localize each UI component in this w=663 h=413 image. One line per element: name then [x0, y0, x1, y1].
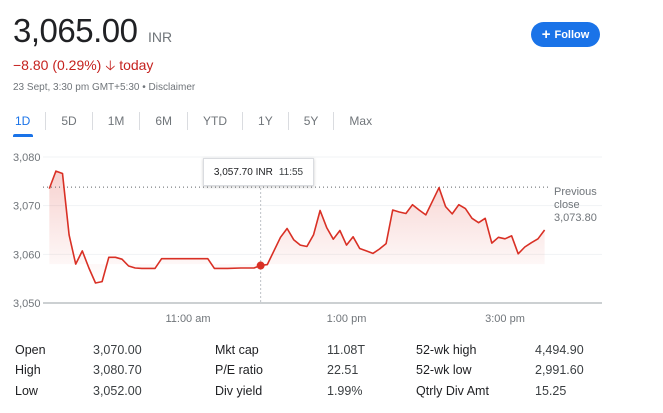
tab-max[interactable]: Max [333, 112, 387, 130]
previous-close-value: 3,073.80 [554, 212, 597, 224]
highlight-point [256, 261, 265, 270]
chart-tooltip: 3,057.70 INR 11:55 [203, 158, 314, 186]
tab-6m[interactable]: 6M [139, 112, 187, 130]
stat-value: 2,991.60 [535, 363, 584, 377]
stat-label: Open [15, 343, 46, 357]
tooltip-time: 11:55 [278, 166, 304, 178]
x-tick-label: 11:00 am [165, 313, 210, 325]
tab-ytd[interactable]: YTD [187, 112, 242, 130]
plus-icon: + [541, 26, 551, 43]
area-fill [49, 171, 545, 283]
previous-close-text-2: close [554, 199, 580, 211]
stat-label: 52-wk high [416, 343, 477, 357]
tab-1y[interactable]: 1Y [242, 112, 288, 130]
stat-value: 4,494.90 [535, 343, 584, 357]
y-tick-label: 3,050 [13, 298, 41, 310]
change-period: today [119, 57, 154, 73]
stat-label: Qtrly Div Amt [416, 384, 489, 398]
stat-value: 22.51 [327, 363, 359, 377]
y-tick-label: 3,060 [13, 249, 41, 261]
follow-label: Follow [554, 28, 590, 41]
stat-label: 52-wk low [416, 363, 472, 377]
y-tick-label: 3,070 [13, 201, 41, 213]
y-tick-label: 3,080 [13, 152, 41, 164]
tab-5y[interactable]: 5Y [287, 112, 334, 130]
previous-close-text: Previous [554, 186, 597, 198]
stat-value: 1.99% [327, 384, 363, 398]
stat-label: High [15, 363, 41, 377]
x-tick-label: 1:00 pm [327, 313, 367, 325]
stat-value: 11.08T [327, 343, 365, 357]
range-tabs: 1D 5D 1M 6M YTD 1Y 5Y Max [4, 112, 387, 137]
stat-value: 3,052.00 [93, 384, 142, 398]
current-price: 3,065.00 [13, 12, 138, 49]
stat-label: Mkt cap [215, 343, 259, 357]
previous-close-label: Previous close 3,073.80 [554, 186, 614, 225]
stat-label: Low [15, 384, 38, 398]
tab-5d[interactable]: 5D [45, 112, 91, 130]
separator: • [142, 82, 146, 93]
price-change: −8.80 (0.29%) 🡣 today [13, 55, 153, 79]
tooltip-value: 3,057.70 INR [213, 166, 273, 178]
stat-label: Div yield [215, 384, 263, 398]
stat-value: 3,070.00 [93, 343, 142, 357]
tab-1m[interactable]: 1M [91, 112, 140, 130]
stat-label: P/E ratio [215, 363, 263, 377]
follow-button[interactable]: + Follow [531, 22, 600, 47]
change-value: −8.80 (0.29%) [13, 57, 102, 73]
stat-value: 15.25 [535, 384, 567, 398]
quote-meta: 23 Sept, 3:30 pm GMT+5:30 • Disclaimer [13, 82, 195, 93]
currency-label: INR [148, 29, 173, 45]
x-tick-label: 3:00 pm [485, 313, 525, 325]
arrow-down-icon: 🡣 [105, 57, 116, 73]
stat-value: 3,080.70 [93, 363, 142, 377]
disclaimer-link[interactable]: Disclaimer [148, 82, 196, 93]
price-line [48, 170, 546, 284]
tab-1d[interactable]: 1D [4, 112, 45, 137]
timestamp: 23 Sept, 3:30 pm GMT+5:30 [13, 82, 140, 93]
price-chart[interactable]: 3,080 3,070 3,060 3,050 11:00 am 1:00 pm 3:00 … [0, 140, 663, 330]
